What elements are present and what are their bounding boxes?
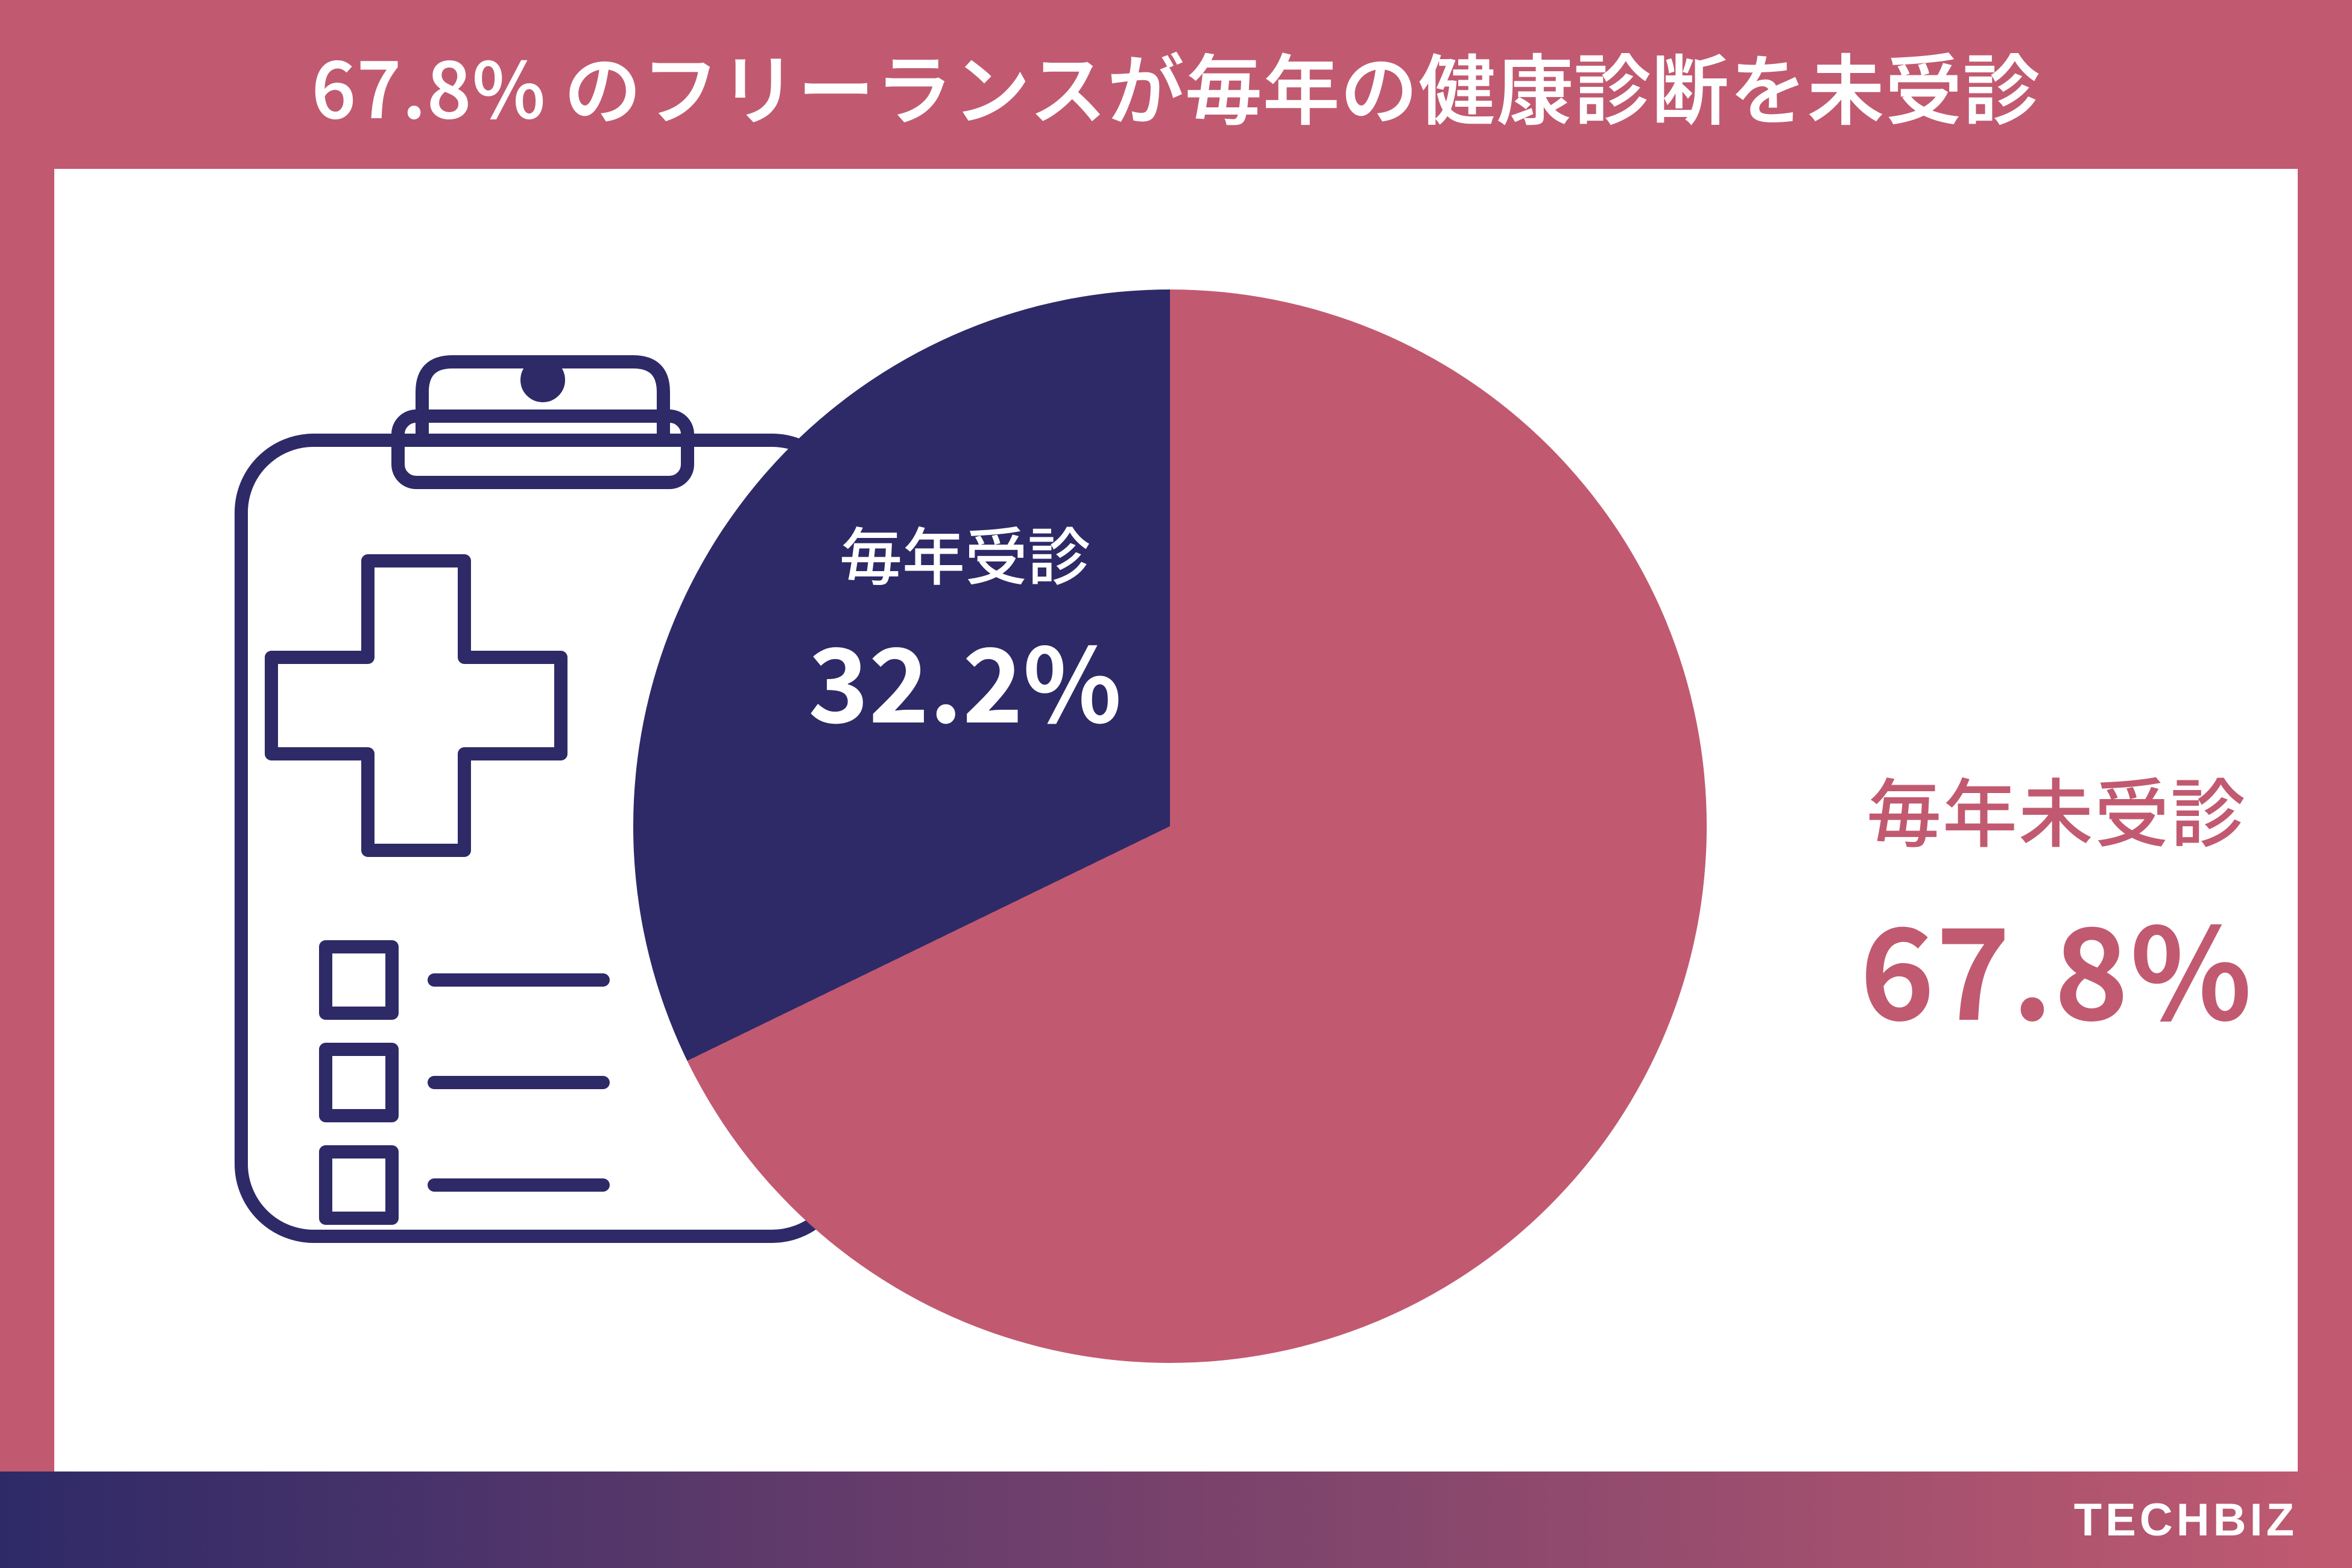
title-bar: 67.8% のフリーランスが毎年の健康診断を未受診 — [0, 0, 2352, 169]
pie-circle — [633, 289, 1707, 1363]
pie-chart — [633, 289, 1707, 1363]
brand-logo-text: TECHBIZ — [2074, 1494, 2298, 1546]
page-title: 67.8% のフリーランスが毎年の健康診断を未受診 — [311, 29, 2041, 141]
footer-bar: TECHBIZ — [0, 1472, 2352, 1568]
infographic-root: 67.8% のフリーランスが毎年の健康診断を未受診 — [0, 0, 2352, 1568]
content-panel: 毎年受診 32.2% 毎年未受診 67.8% — [54, 169, 2298, 1472]
slice-label-not-received: 毎年未受診 67.8% — [1785, 754, 2328, 1057]
slice1-value: 32.2% — [748, 604, 1182, 752]
slice2-name: 毎年未受診 — [1785, 754, 2328, 862]
slice2-value: 67.8% — [1785, 873, 2328, 1057]
slice1-name: 毎年受診 — [748, 507, 1182, 598]
slice-label-received: 毎年受診 32.2% — [748, 507, 1182, 752]
